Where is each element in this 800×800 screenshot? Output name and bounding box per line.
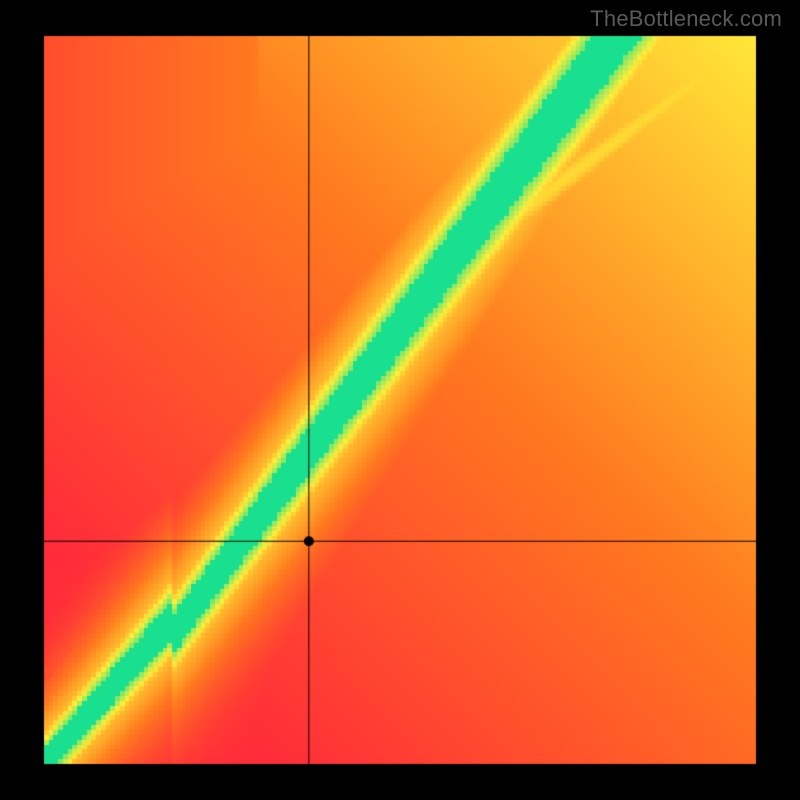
watermark-text: TheBottleneck.com — [590, 6, 782, 32]
chart-container: TheBottleneck.com — [0, 0, 800, 800]
heatmap-canvas — [0, 0, 800, 800]
